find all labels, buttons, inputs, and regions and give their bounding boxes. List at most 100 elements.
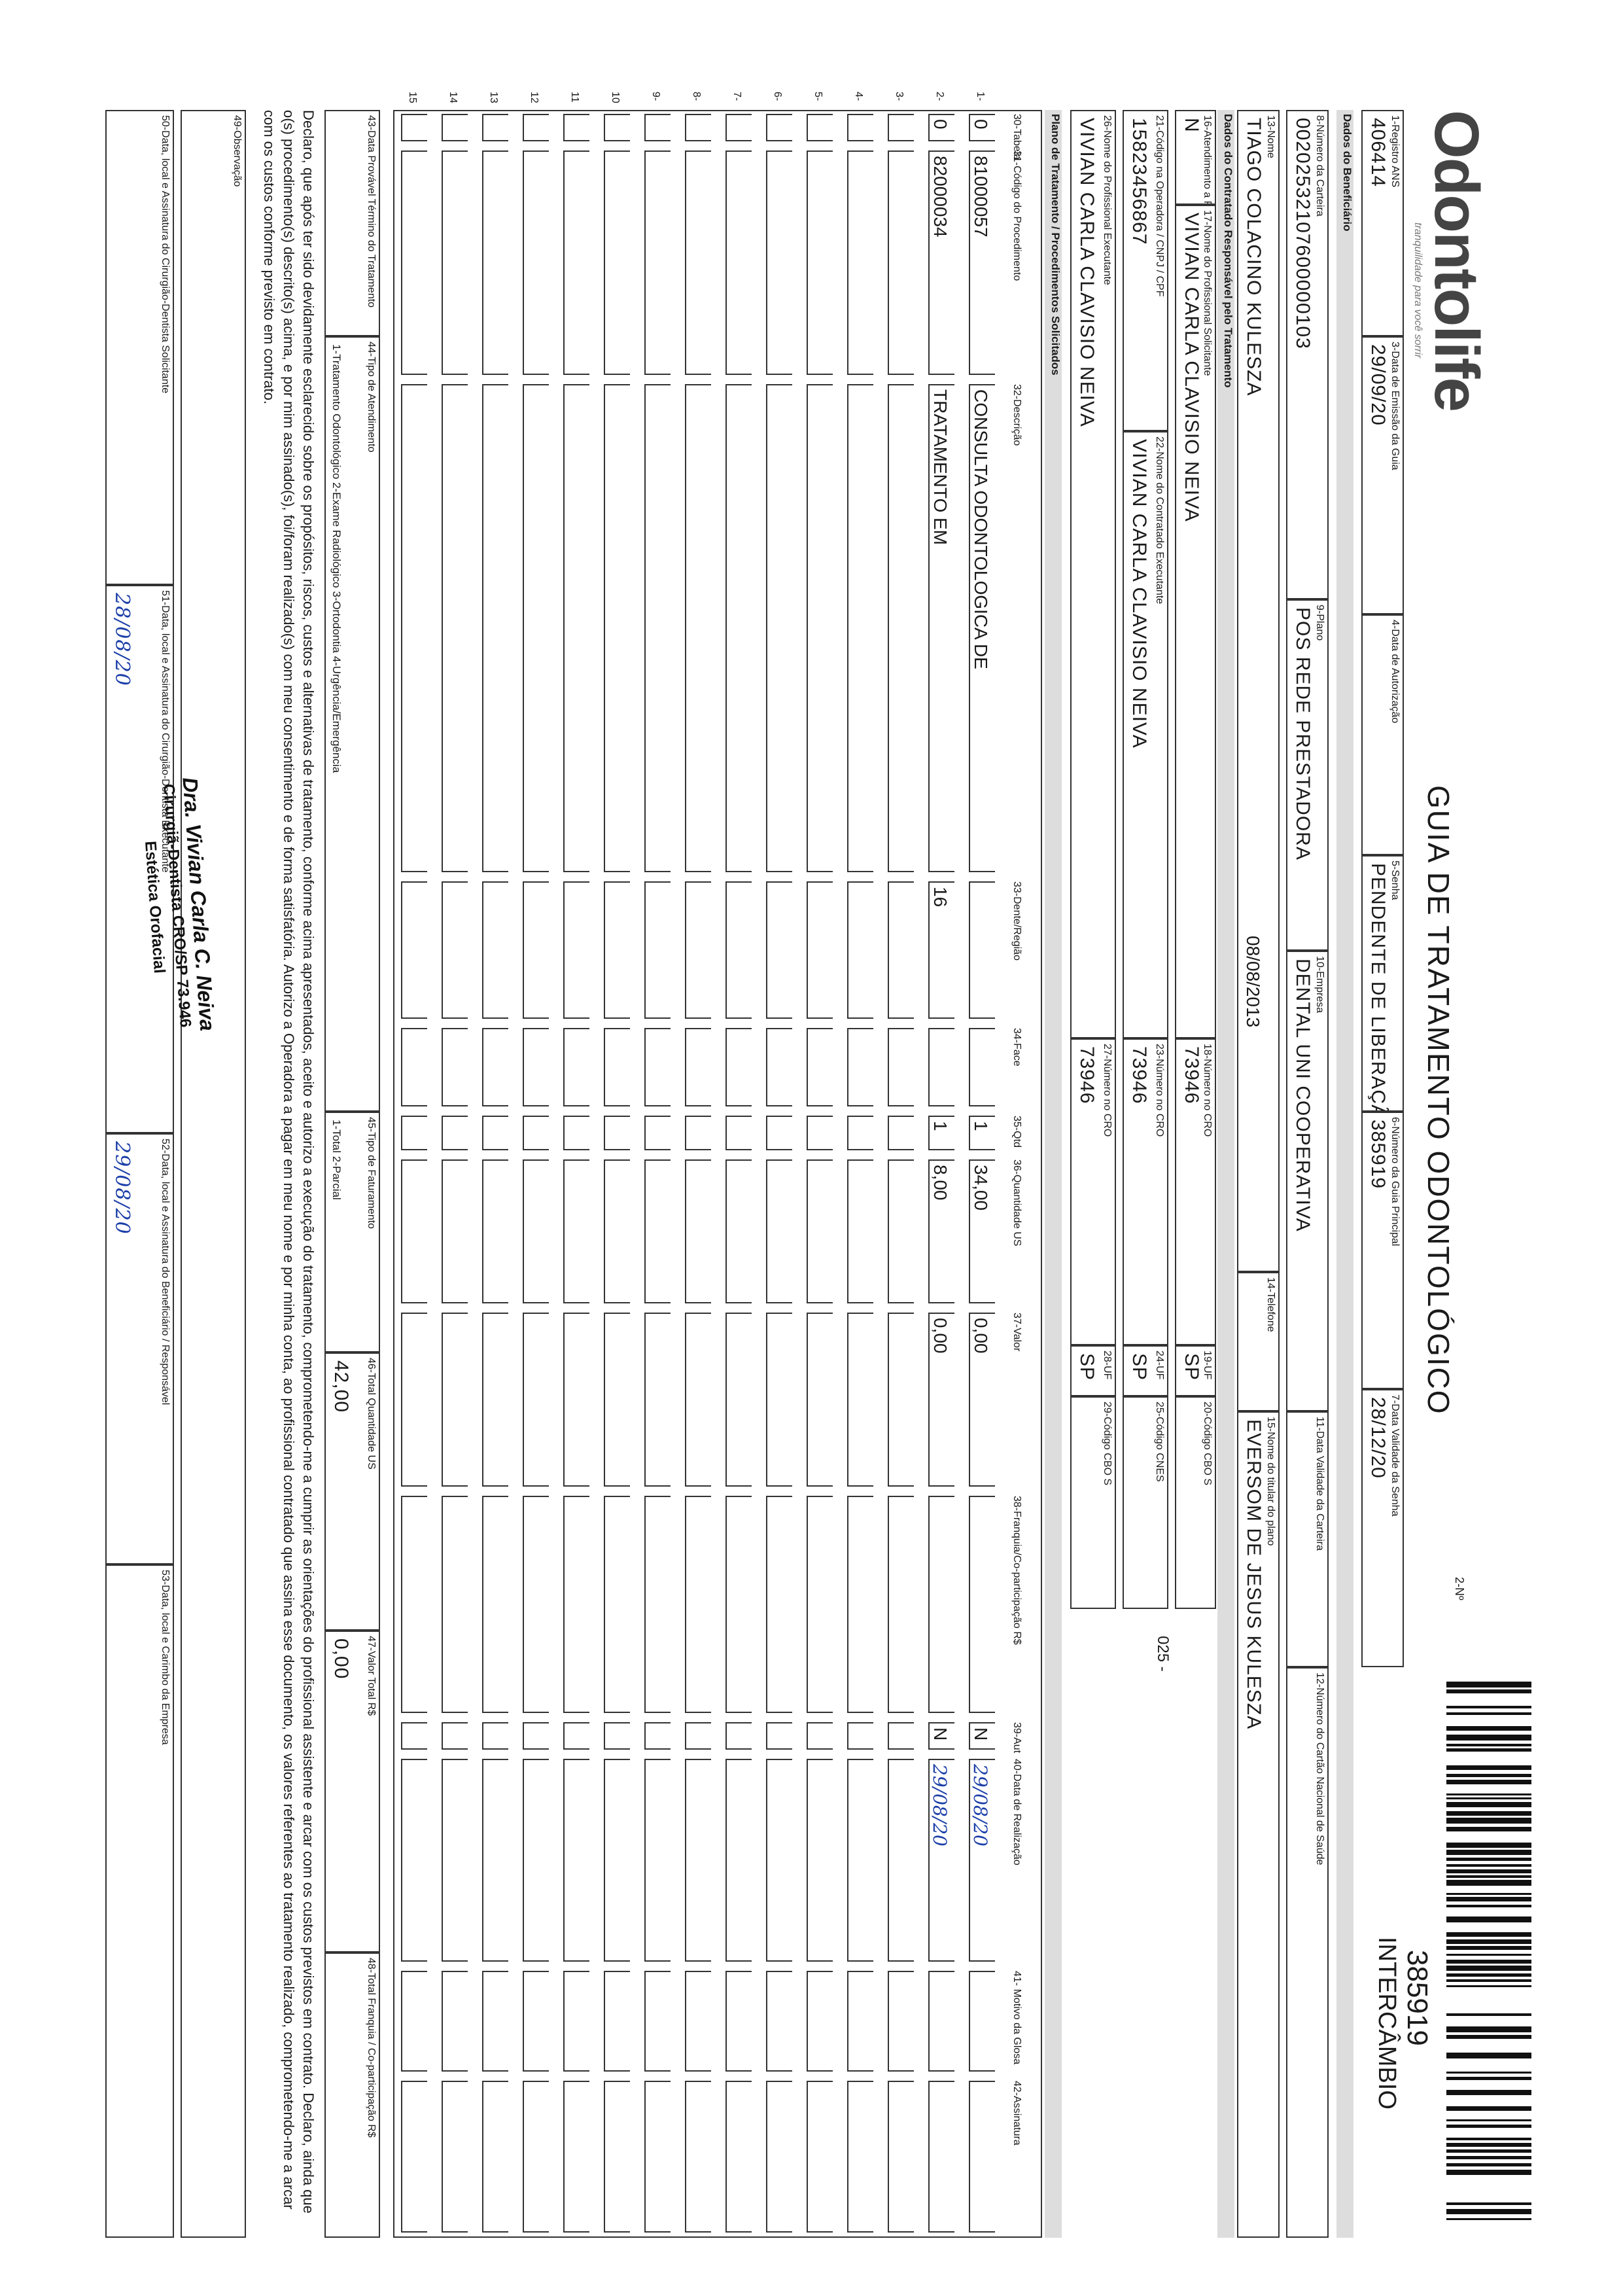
- barcode-bar: [1446, 1875, 1531, 1878]
- field: 8-Número da Carteira 00202532107600000103: [1286, 110, 1329, 599]
- barcode-bar: [1446, 1979, 1531, 1982]
- table-cell: [725, 1722, 752, 1750]
- table-cell: [563, 1028, 589, 1106]
- table-cell: [807, 1971, 833, 2072]
- barcode-bar: [1446, 2077, 1531, 2080]
- table-cell: [888, 1496, 914, 1713]
- barcode-bar: [1446, 1905, 1531, 1907]
- column-header: 36-Quantidade US: [1011, 1159, 1022, 1246]
- barcode-bar: [1446, 2106, 1531, 2111]
- field-label: 9-Plano: [1314, 605, 1325, 641]
- cell-value: 0: [971, 119, 991, 130]
- field: 25-Código CNES: [1123, 1396, 1168, 1609]
- field-value: SP: [1181, 1353, 1202, 1381]
- field-value: 0,00: [330, 1638, 352, 1680]
- table-cell: [482, 114, 508, 141]
- table-cell: [401, 1028, 427, 1106]
- barcode-bar: [1446, 2138, 1531, 2140]
- barcode-bar: [1446, 2035, 1531, 2039]
- cell-value: N: [971, 1727, 991, 1741]
- field-value: TIAGO COLACINO KULESZA: [1243, 118, 1265, 397]
- table-cell: [644, 881, 671, 1019]
- table-cell: [442, 2081, 468, 2233]
- column-header: 33-Dente/Região: [1011, 881, 1022, 961]
- row-number: 13: [488, 92, 499, 103]
- table-cell: [442, 1159, 468, 1303]
- table-cell: [969, 1496, 995, 1713]
- barcode-bar: [1446, 2013, 1531, 2016]
- barcode-bar: [1446, 1966, 1531, 1971]
- table-cell: [685, 384, 711, 872]
- table-cell: [847, 1722, 873, 1750]
- table-cell: [888, 114, 914, 141]
- barcode-bar: [1446, 1850, 1531, 1855]
- table-cell: [685, 2081, 711, 2233]
- table-cell: [523, 1159, 549, 1303]
- table-cell: [725, 2081, 752, 2233]
- field-label: 49-Observação: [232, 115, 243, 187]
- field: 12-Número do Cartão Nacional de Saúde: [1286, 1667, 1329, 2238]
- table-cell: [685, 1028, 711, 1106]
- barcode-bar: [1446, 2149, 1531, 2153]
- table-cell: [685, 881, 711, 1019]
- table-cell: [969, 1028, 995, 1106]
- barcode-bar: [1446, 1869, 1531, 1873]
- barcode-bar: [1446, 1985, 1531, 1987]
- table-cell: [482, 1971, 508, 2072]
- field-label: 47-Valor Total R$: [366, 1636, 377, 1716]
- cell-value: 29/08/20: [929, 1764, 951, 1846]
- table-cell: [928, 1496, 954, 1713]
- table-cell: [563, 1759, 589, 1962]
- field-label: 29-Código CBO S: [1102, 1402, 1113, 1486]
- field: 50-Data, local e Assinatura do Cirurgião…: [105, 110, 174, 585]
- field-label: 7-Data Validade da Senha: [1389, 1394, 1401, 1517]
- field-label: 25-Código CNES: [1154, 1402, 1165, 1482]
- field-label: 6-Número da Guia Principal: [1389, 1117, 1401, 1246]
- field-value: 73946: [1128, 1046, 1150, 1104]
- table-cell: [401, 1496, 427, 1713]
- table-cell: [847, 1496, 873, 1713]
- field-label: 27-Número no CRO: [1102, 1044, 1113, 1137]
- table-cell: [766, 1759, 792, 1962]
- table-cell: [807, 1722, 833, 1750]
- field: 14-Telefone: [1237, 1272, 1280, 1411]
- field-label: 13-Nome: [1265, 115, 1276, 158]
- field-label: 21-Código na Operadora / CNPJ / CPF: [1154, 115, 1165, 297]
- barcode-bar: [1446, 2163, 1531, 2166]
- table-cell: [807, 1028, 833, 1106]
- field: 17-Nome do Profissional Solicitante VIVIA…: [1175, 205, 1216, 1038]
- tagline: tranquilidade para você sorrir: [1412, 222, 1423, 359]
- column-header: 32-Descrição: [1011, 384, 1022, 446]
- field: 18-Número no CRO 73946: [1175, 1038, 1216, 1345]
- table-cell: [442, 1722, 468, 1750]
- cell-value: 8,00: [930, 1165, 951, 1201]
- table-cell: [523, 1496, 549, 1713]
- cell-value: 16: [930, 887, 951, 908]
- barcode-bar: [1446, 1954, 1531, 1956]
- table-cell: [847, 1028, 873, 1106]
- table-cell: [644, 1759, 671, 1962]
- table-cell: [847, 384, 873, 872]
- row-number: 7-: [731, 92, 742, 101]
- field-label: 24-UF: [1154, 1351, 1165, 1380]
- table-cell: [807, 114, 833, 141]
- cell-value: N: [930, 1727, 951, 1741]
- barcode-bar: [1446, 1973, 1531, 1977]
- column-header: 42-Assinatura: [1011, 2081, 1022, 2146]
- field-value: VIVIAN CARLA CLAVISIO NEIVA: [1076, 118, 1098, 427]
- table-cell: [604, 1116, 630, 1150]
- field-value: 385919: [1367, 1120, 1389, 1190]
- table-cell: [482, 1759, 508, 1962]
- field: 19-UF SP: [1175, 1345, 1216, 1396]
- field: 23-Número no CRO 73946: [1123, 1038, 1168, 1345]
- cell-value: 1: [971, 1121, 991, 1131]
- cell-value: CONSULTA ODONTOLOGICA DE: [971, 389, 991, 669]
- barcode-bar: [1446, 2170, 1531, 2175]
- table-cell: [604, 1759, 630, 1962]
- barcode-bar: [1446, 1818, 1531, 1824]
- table-cell: [523, 2081, 549, 2233]
- table-cell: [482, 1028, 508, 1106]
- table-cell: [725, 1028, 752, 1106]
